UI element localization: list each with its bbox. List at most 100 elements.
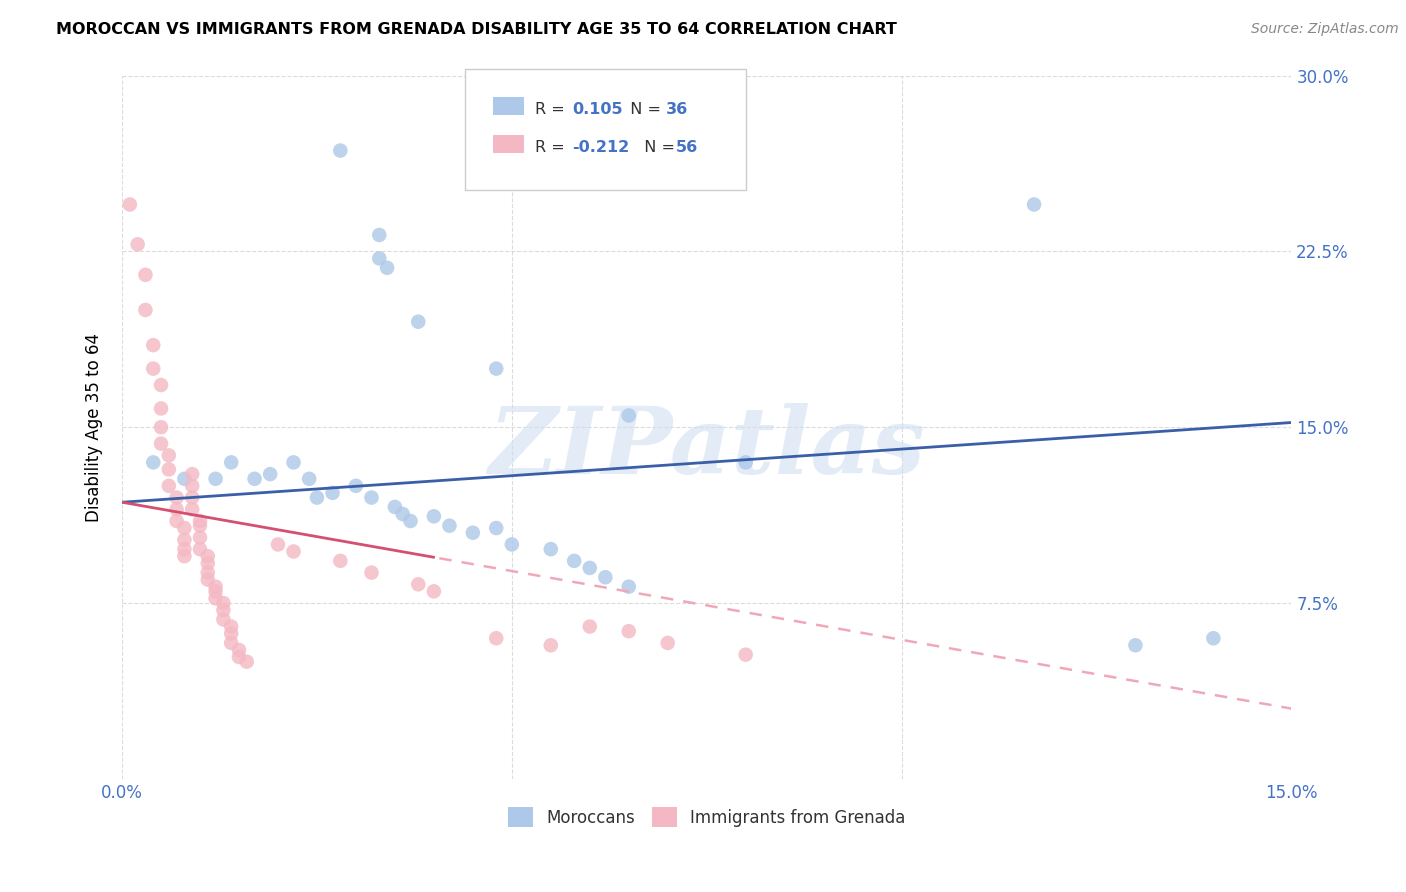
Legend: Moroccans, Immigrants from Grenada: Moroccans, Immigrants from Grenada (502, 800, 912, 834)
Point (134, 303, 156, 318)
Point (617, 624, 640, 639)
Point (384, 500, 406, 514)
Point (578, 619, 600, 633)
Point (540, 542, 562, 557)
Text: 56: 56 (676, 140, 699, 155)
Point (283, 455, 305, 469)
Text: R =: R = (536, 140, 571, 155)
Point (228, 650, 250, 665)
Point (150, 401, 173, 416)
Point (173, 549, 195, 564)
Point (360, 566, 382, 580)
Point (461, 525, 484, 540)
Point (197, 566, 219, 580)
Point (219, 619, 242, 633)
Point (127, 237, 149, 252)
Point (1202, 632, 1225, 646)
Point (595, 570, 617, 584)
Point (157, 448, 180, 462)
Point (166, 514, 188, 528)
Point (322, 486, 344, 500)
Point (142, 338, 165, 352)
Point (236, 655, 259, 669)
Point (578, 561, 600, 575)
Text: ZIPatlas: ZIPatlas (488, 403, 925, 493)
Point (406, 577, 429, 591)
Point (423, 509, 446, 524)
Point (485, 361, 508, 376)
Point (368, 227, 391, 242)
Point (485, 521, 508, 535)
Y-axis label: Disability Age 35 to 64: Disability Age 35 to 64 (86, 333, 103, 522)
Point (375, 260, 398, 275)
Text: R =: R = (536, 102, 571, 117)
Point (562, 554, 585, 568)
Point (391, 507, 413, 521)
Text: N =: N = (634, 140, 681, 155)
Text: 0.105: 0.105 (572, 102, 623, 117)
Point (406, 315, 429, 329)
Point (212, 596, 235, 610)
Point (1125, 638, 1147, 652)
Point (1022, 197, 1045, 211)
Point (212, 603, 235, 617)
Point (150, 420, 173, 434)
Point (617, 580, 640, 594)
Point (197, 556, 219, 570)
Point (181, 502, 204, 516)
Point (368, 252, 391, 266)
Text: N =: N = (620, 102, 666, 117)
Point (188, 518, 211, 533)
Point (219, 455, 242, 469)
Point (423, 584, 446, 599)
Point (204, 591, 226, 606)
Point (157, 479, 180, 493)
Point (173, 472, 195, 486)
Point (219, 636, 242, 650)
Point (617, 409, 640, 423)
Point (267, 537, 290, 551)
Point (173, 533, 195, 547)
Point (204, 584, 226, 599)
Point (188, 542, 211, 557)
Point (166, 491, 188, 505)
Point (204, 580, 226, 594)
Point (485, 632, 508, 646)
Text: MOROCCAN VS IMMIGRANTS FROM GRENADA DISABILITY AGE 35 TO 64 CORRELATION CHART: MOROCCAN VS IMMIGRANTS FROM GRENADA DISA… (56, 22, 897, 37)
Point (228, 643, 250, 657)
Point (150, 436, 173, 450)
Text: Source: ZipAtlas.com: Source: ZipAtlas.com (1251, 22, 1399, 37)
Point (734, 648, 756, 662)
Point (360, 491, 382, 505)
Text: -0.212: -0.212 (572, 140, 628, 155)
Point (181, 479, 204, 493)
Point (657, 636, 679, 650)
Point (181, 467, 204, 482)
Text: 36: 36 (666, 102, 689, 117)
Point (118, 197, 141, 211)
Point (298, 472, 321, 486)
Point (188, 514, 211, 528)
Point (219, 626, 242, 640)
Point (188, 530, 211, 544)
Point (157, 462, 180, 476)
Point (204, 472, 226, 486)
Point (212, 612, 235, 626)
Point (283, 544, 305, 558)
Point (243, 472, 266, 486)
Point (305, 491, 328, 505)
Point (439, 518, 461, 533)
Point (329, 554, 352, 568)
Point (166, 502, 188, 516)
Point (197, 573, 219, 587)
Point (181, 491, 204, 505)
Point (142, 455, 165, 469)
Point (540, 638, 562, 652)
Point (173, 521, 195, 535)
Point (142, 361, 165, 376)
Point (734, 455, 756, 469)
Point (173, 542, 195, 557)
Point (501, 537, 523, 551)
Point (329, 144, 352, 158)
Point (344, 479, 367, 493)
